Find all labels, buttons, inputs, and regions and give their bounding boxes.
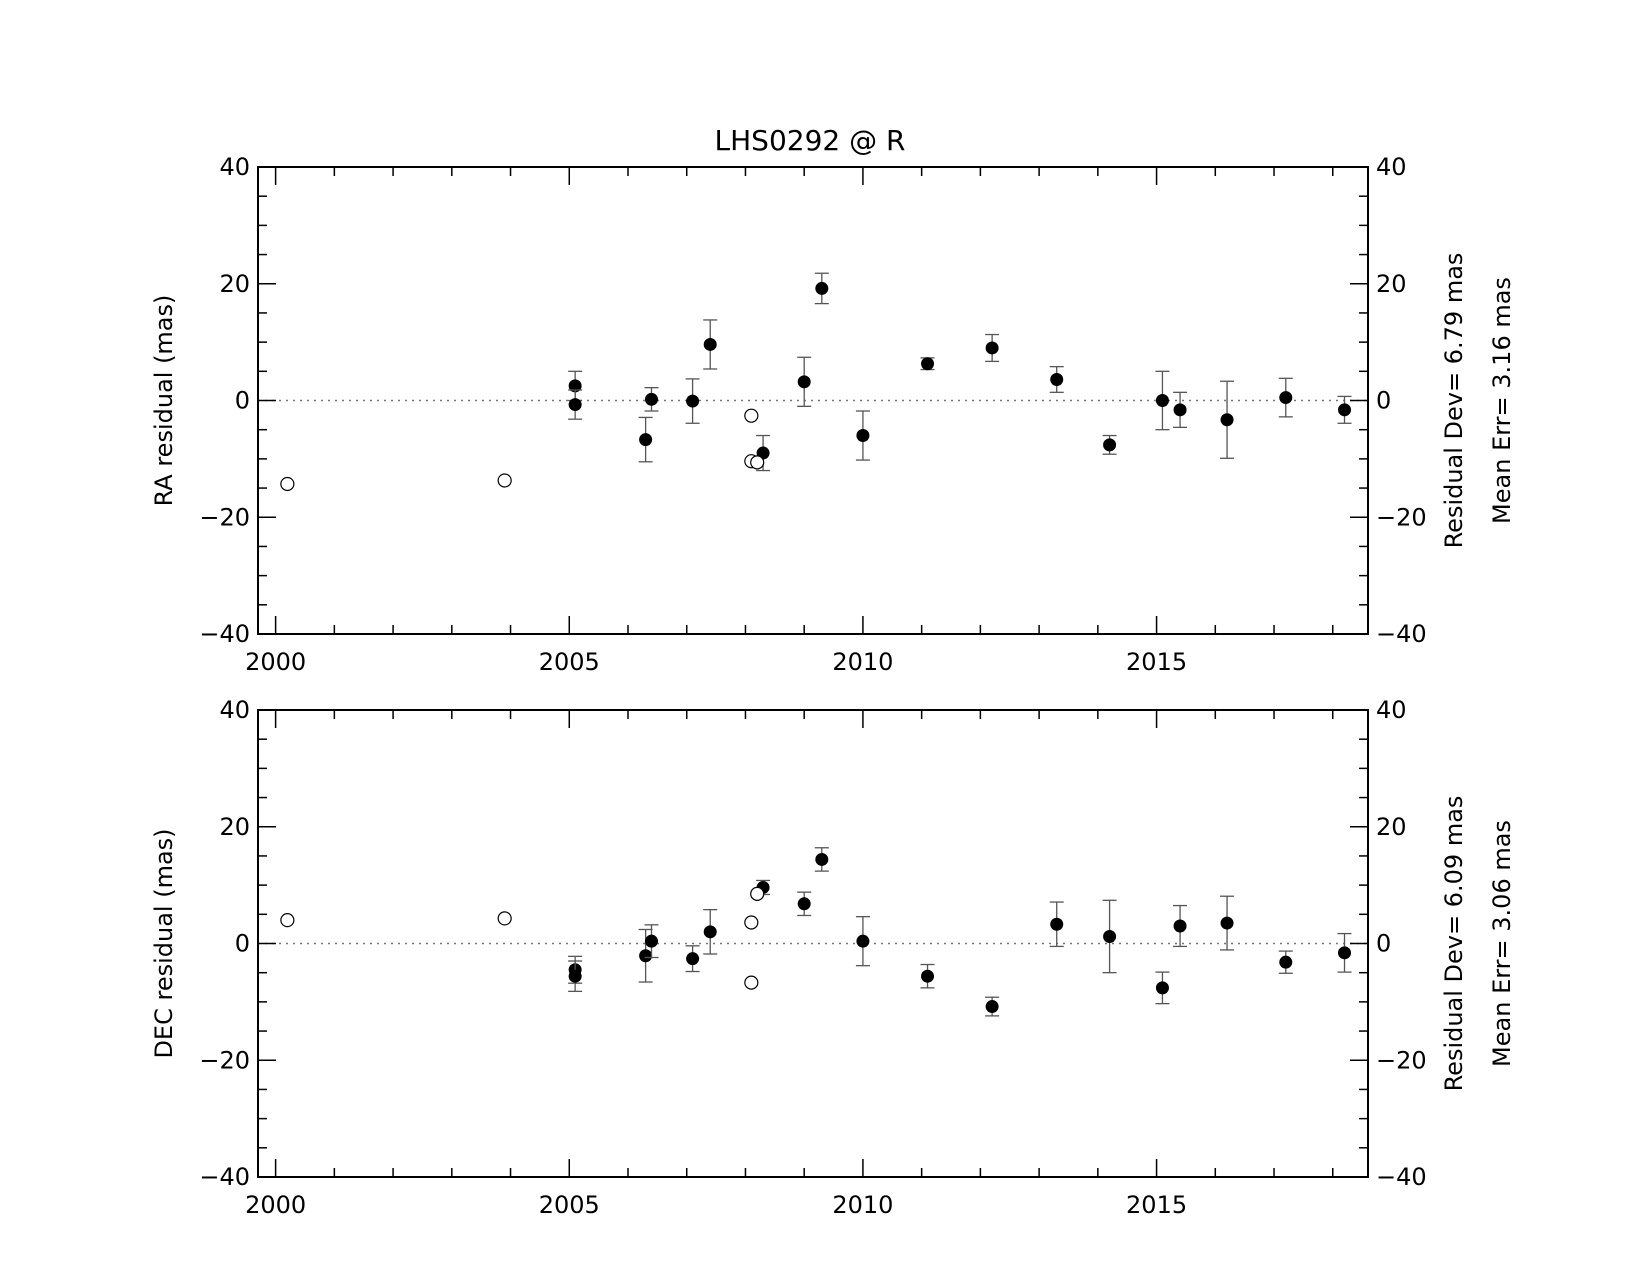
ra-y-tick-label-right: −20: [1376, 503, 1427, 531]
ra-x-tick-label: 2010: [832, 648, 893, 676]
dec-rejected-point: [744, 975, 759, 990]
ra-y-tick-label-left: 20: [219, 270, 250, 298]
ra-data-point: [1220, 413, 1234, 427]
dec-data-point: [686, 952, 700, 966]
ra-data-point: [797, 375, 811, 389]
ra-x-tick-label: 2005: [539, 648, 600, 676]
dec-y-axis-label: DEC residual (mas): [150, 828, 178, 1058]
dec-y-tick-label-left: −20: [199, 1046, 250, 1074]
ra-data-point: [1173, 403, 1187, 417]
ra-data-point: [1050, 372, 1064, 386]
ra-data-point: [856, 429, 870, 443]
dec-y-tick-label-left: 0: [235, 930, 250, 958]
dec-data-point: [1338, 946, 1352, 960]
ra-data-point: [1279, 391, 1293, 405]
ra-x-tick-label: 2000: [245, 648, 306, 676]
dec-data-point: [639, 949, 653, 963]
dec-data-point: [1220, 916, 1234, 930]
ra-data-point: [1155, 394, 1169, 407]
dec-data-point: [797, 897, 811, 911]
dec-panel: 2000 2005 2010 2015 −40 −40 −20 −20 0 0 20 20 40 40 DE…: [150, 696, 1516, 1219]
ra-rejected-point: [280, 476, 295, 492]
dec-y-tick-label-right: −40: [1376, 1163, 1427, 1191]
dec-data-point: [921, 969, 935, 983]
ra-data-point: [703, 337, 717, 351]
ra-data-point: [985, 341, 999, 355]
ra-rejected-point: [744, 408, 759, 423]
dec-data-point: [856, 934, 870, 948]
dec-rejected-point: [497, 911, 512, 926]
dec-data-point: [644, 934, 658, 948]
dec-data-point: [985, 1000, 999, 1014]
ra-x-tick-label: 2015: [1126, 648, 1187, 676]
ra-data-point: [686, 394, 700, 408]
dec-y-tick-label-left: 40: [219, 696, 250, 724]
ra-data-point: [639, 433, 653, 447]
dec-mean-err: Mean Err= 3.06 mas: [1488, 820, 1516, 1067]
dec-y-tick-label-right: 20: [1376, 813, 1407, 841]
dec-data-point: [1050, 917, 1064, 931]
ra-rejected-point: [497, 473, 512, 488]
dec-data-point: [568, 969, 582, 983]
dec-x-tick-label: 2005: [539, 1191, 600, 1219]
ra-y-tick-label-right: 20: [1376, 270, 1407, 298]
dec-y-tick-label-right: 40: [1376, 696, 1407, 724]
ra-data-point: [1338, 403, 1352, 417]
ra-data-point: [568, 379, 582, 393]
dec-x-tick-label: 2015: [1126, 1191, 1187, 1219]
ra-data-point: [1103, 438, 1117, 452]
dec-data-point: [1279, 955, 1293, 969]
dec-y-tick-label-left: 20: [219, 813, 250, 841]
dec-data-point: [703, 925, 717, 939]
dec-data-point: [815, 852, 829, 866]
dec-y-tick-label-right: 0: [1376, 930, 1391, 958]
ra-residual-dev: Residual Dev= 6.79 mas: [1440, 253, 1468, 549]
dec-x-tick-label: 2010: [832, 1191, 893, 1219]
dec-y-tick-label-right: −20: [1376, 1046, 1427, 1074]
ra-data-point: [921, 357, 935, 371]
dec-y-tick-label-left: −40: [199, 1163, 250, 1191]
dec-data-point: [1155, 981, 1169, 995]
ra-data-point: [815, 281, 829, 295]
dec-data-point: [1103, 929, 1117, 943]
ra-data-point: [568, 398, 582, 412]
dec-data-point: [1173, 919, 1187, 933]
ra-y-axis-label: RA residual (mas): [150, 295, 178, 507]
ra-y-tick-label-right: −40: [1376, 620, 1427, 648]
ra-data-point: [644, 392, 658, 406]
ra-mean-err: Mean Err= 3.16 mas: [1488, 277, 1516, 524]
ra-y-tick-label-left: 40: [219, 153, 250, 181]
dec-residual-dev: Residual Dev= 6.09 mas: [1440, 796, 1468, 1092]
dec-rejected-point: [744, 915, 759, 930]
ra-y-tick-label-left: −20: [199, 503, 250, 531]
chart-title: LHS0292 @ R: [715, 124, 906, 157]
ra-panel: 2000 2005 2010 2015 −40 −40 −20 −20 0 0 20 20 40 40 RA…: [150, 153, 1516, 676]
ra-y-tick-label-left: 0: [235, 387, 250, 415]
dec-rejected-point: [750, 886, 765, 901]
ra-y-tick-label-right: 40: [1376, 153, 1407, 181]
dec-rejected-point: [280, 913, 295, 928]
ra-rejected-point: [750, 455, 765, 470]
ra-y-tick-label-left: −40: [199, 620, 250, 648]
ra-y-tick-label-right: 0: [1376, 387, 1391, 415]
dec-x-tick-label: 2000: [245, 1191, 306, 1219]
